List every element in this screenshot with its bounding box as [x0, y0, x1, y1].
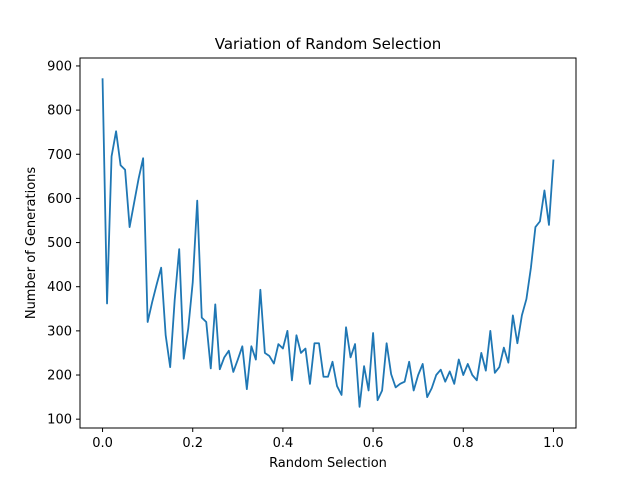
x-tick-label: 0.8: [453, 436, 474, 451]
y-tick-label: 700: [47, 148, 72, 163]
x-tick-label: 0.0: [92, 436, 113, 451]
y-tick-label: 600: [47, 192, 72, 207]
x-tick-label: 1.0: [543, 436, 564, 451]
y-tick-label: 800: [47, 104, 72, 119]
chart-title: Variation of Random Selection: [215, 35, 442, 53]
x-tick-label: 0.6: [363, 436, 384, 451]
y-tick-label: 100: [47, 413, 72, 428]
plot-area: [101, 78, 555, 408]
y-axis-ticks: 100 200 300 400 500 600 700 800 900: [47, 59, 80, 428]
y-tick-label: 300: [47, 324, 72, 339]
x-tick-label: 0.2: [182, 436, 203, 451]
axes-frame: [79, 57, 577, 429]
series-line: [101, 78, 555, 408]
y-tick-label: 400: [47, 280, 72, 295]
y-tick-label: 900: [47, 59, 72, 74]
x-tick-label: 0.4: [273, 436, 294, 451]
x-axis-ticks: 0.0 0.2 0.4 0.6 0.8 1.0: [92, 428, 564, 451]
y-tick-label: 500: [47, 236, 72, 251]
x-axis-label: Random Selection: [269, 456, 387, 471]
y-axis-label: Number of Generations: [24, 167, 39, 320]
y-tick-label: 200: [47, 369, 72, 384]
